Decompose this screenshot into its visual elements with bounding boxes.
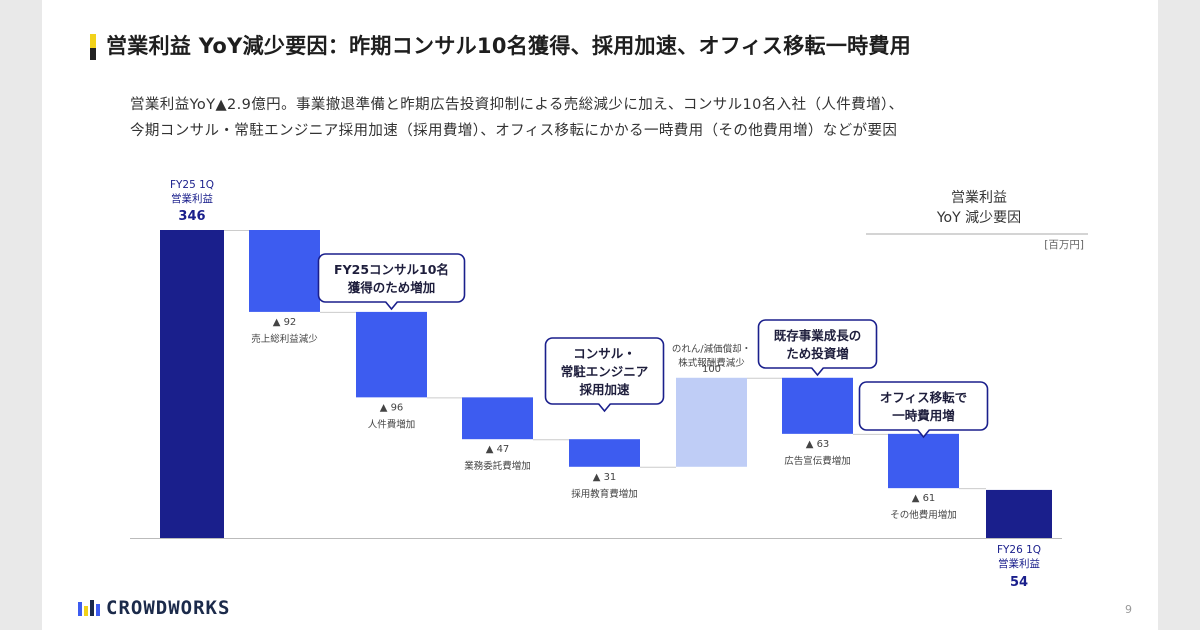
callout-1-pointer: [384, 301, 399, 311]
legend-title-line-2: YoY 減少要因: [936, 209, 1021, 226]
callout-2-pointer-fill: [598, 403, 611, 411]
callout-1-pointer-fill: [385, 301, 398, 309]
step-3-value: ▲ 47: [486, 444, 510, 455]
unit-label: [百万円]: [1044, 239, 1084, 251]
step-1-value: ▲ 92: [273, 317, 297, 328]
bar-step-7: [888, 433, 959, 489]
callout-1-line-1: FY25コンサル10名: [334, 262, 449, 277]
step-4-label: 採用教育費増加: [571, 488, 638, 500]
end-label-line-1: FY26 1Q: [997, 544, 1041, 556]
slide: 営業利益 YoY減少要因：昨期コンサル10名獲得、採用加速、オフィス移転一時費用…: [42, 0, 1158, 630]
step-7-label: その他費用増加: [890, 509, 957, 521]
bar-step-5: [676, 377, 747, 467]
callout-2-pointer: [597, 403, 612, 413]
logo-text: CROWDWORKS: [106, 597, 231, 619]
step-5-value: 100: [702, 364, 721, 375]
legend-title-line-1: 営業利益: [951, 190, 1007, 206]
bar-end: [986, 489, 1052, 538]
end-label-line-2: 営業利益: [998, 557, 1040, 570]
step-6-value: ▲ 63: [806, 439, 830, 450]
bar-step-2: [356, 311, 427, 398]
callout-2-line-1: コンサル・: [573, 346, 636, 361]
callout-3-line-1: 既存事業成長の: [774, 328, 862, 343]
callout-4-pointer-fill: [917, 429, 930, 437]
page-number: 9: [1125, 603, 1132, 616]
step-2-label: 人件費増加: [368, 418, 416, 430]
bar-start: [160, 230, 224, 538]
start-value: 346: [178, 209, 205, 224]
start-label-line-2: 営業利益: [171, 192, 213, 205]
crowdworks-logo: CROWDWORKS: [78, 597, 230, 619]
start-label-line-1: FY25 1Q: [170, 179, 214, 191]
step-5-label-line-2: 株式報酬費減少: [678, 357, 745, 369]
bar-step-4: [569, 439, 640, 467]
logo-mark-icon: [78, 600, 100, 616]
callout-4-pointer: [916, 429, 931, 439]
callout-4-line-2: 一時費用増: [892, 408, 955, 423]
step-1-label: 売上総利益減少: [251, 333, 318, 345]
step-7-value: ▲ 61: [912, 493, 936, 504]
step-2-value: ▲ 96: [380, 402, 404, 413]
callout-2-line-3: 採用加速: [579, 382, 630, 397]
bar-step-1: [249, 230, 320, 312]
callout-4-line-1: オフィス移転で: [880, 390, 967, 405]
step-6-label: 広告宣伝費増加: [784, 455, 851, 467]
step-4-value: ▲ 31: [593, 472, 617, 483]
callout-3-pointer: [810, 367, 825, 377]
description-line-2: 今期コンサル・常駐エンジニア採用加速（採用費増）、オフィス移転にかかる一時費用（…: [130, 123, 898, 139]
title-accent-bar: [90, 34, 96, 48]
bar-step-3: [462, 397, 533, 440]
title-accent-bar-dark: [90, 48, 96, 60]
step-5-label-line-1: のれん/減価償却・: [672, 343, 751, 355]
description: 営業利益YoY▲2.9億円。事業撤退準備と昨期広告投資抑制による売総減少に加え、…: [130, 92, 904, 144]
slide-title: 営業利益 YoY減少要因：昨期コンサル10名獲得、採用加速、オフィス移転一時費用: [106, 34, 912, 58]
callout-3-line-2: ため投資増: [786, 346, 849, 361]
callout-1-line-2: 獲得のため増加: [348, 280, 436, 295]
description-line-1: 営業利益YoY▲2.9億円。事業撤退準備と昨期広告投資抑制による売総減少に加え、…: [130, 97, 904, 113]
bar-step-6: [782, 377, 853, 434]
callout-3-pointer-fill: [811, 367, 824, 375]
callout-2-line-2: 常駐エンジニア: [561, 364, 649, 379]
end-value: 54: [1010, 575, 1028, 590]
step-3-label: 業務委託費増加: [464, 460, 531, 472]
